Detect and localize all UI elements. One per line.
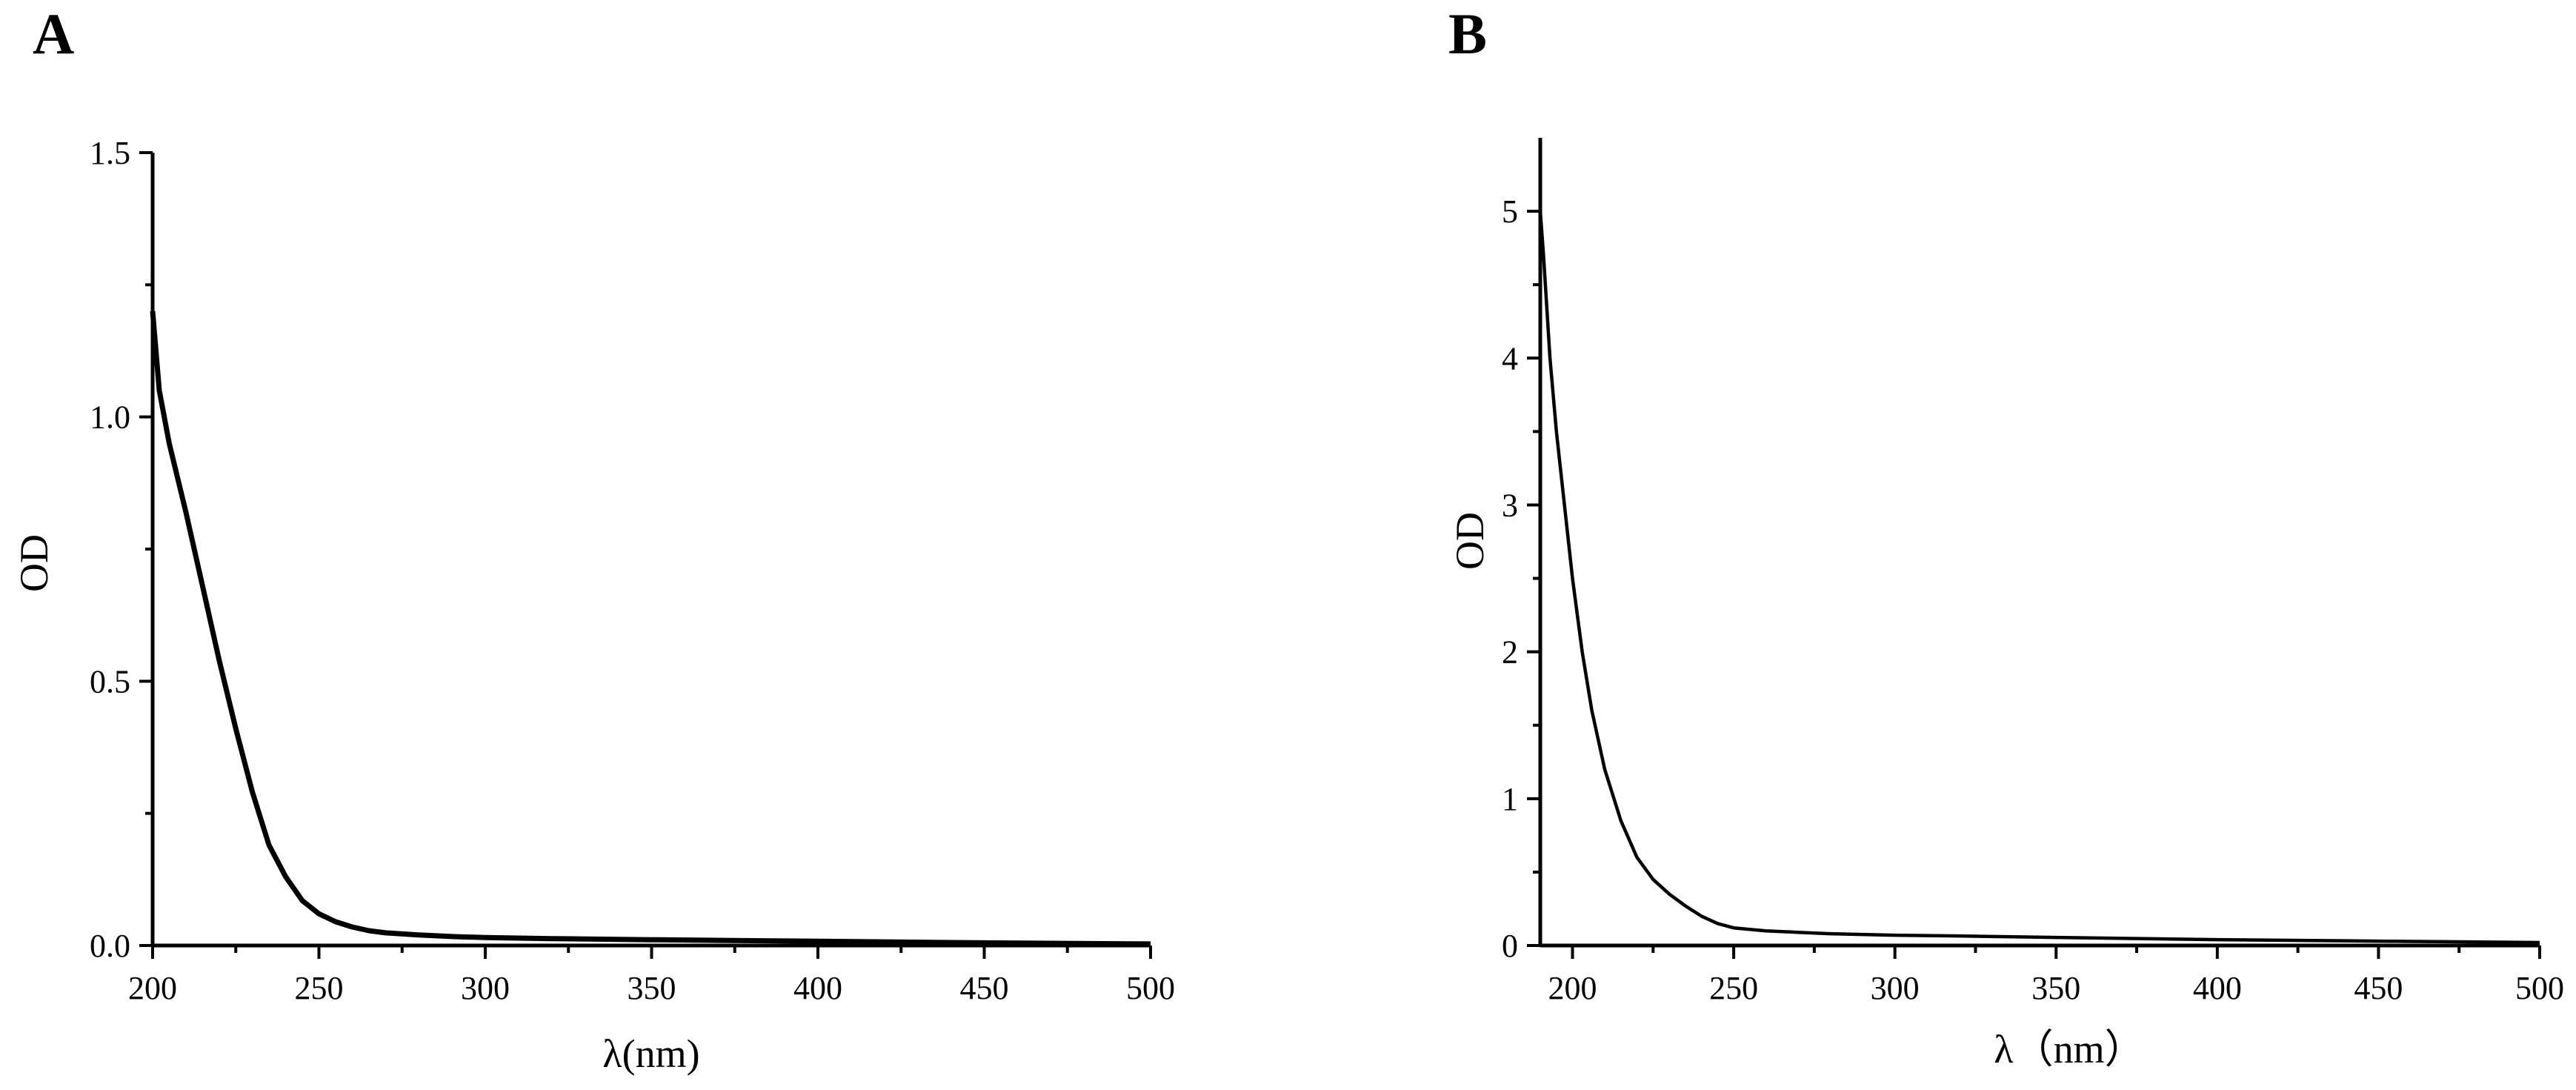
panel-a-x-tick-label: 250 xyxy=(295,970,344,1006)
panel-b-x-tick-label: 500 xyxy=(2515,970,2564,1006)
panel-b: B 200 250 300 350 400 450 500 0 1 2 3 4 5 OD λ（nm） xyxy=(1448,1,2564,1071)
panel-a-x-tick-label: 300 xyxy=(461,970,510,1006)
panel-a-x-tick-label: 450 xyxy=(960,970,1009,1006)
panel-a-label: A xyxy=(33,1,74,66)
panel-b-y-tick-label: 2 xyxy=(1502,634,1518,671)
panel-a: A 200 250 300 350 400 450 500 0.0 0.5 1.0 1.5 OD λ… xyxy=(12,1,1175,1076)
panel-a-x-tick-label: 350 xyxy=(628,970,676,1006)
panel-b-x-axis-title: λ（nm） xyxy=(1994,1027,2144,1071)
panel-a-y-tick-label: 1.5 xyxy=(90,135,130,171)
panel-b-series-line xyxy=(1538,210,2540,945)
panel-b-x-tick-label: 450 xyxy=(2354,970,2403,1006)
panel-a-x-tick-label: 500 xyxy=(1126,970,1175,1006)
panel-b-y-axis-title: OD xyxy=(1448,512,1492,570)
panel-b-x-tick-label: 300 xyxy=(1871,970,1920,1006)
panel-a-y-tick-label: 1.0 xyxy=(90,399,130,436)
panel-b-label: B xyxy=(1448,1,1487,66)
panel-b-x-tick-label: 400 xyxy=(2193,970,2242,1006)
panel-b-ticks: 200 250 300 350 400 450 500 0 1 2 3 4 5 xyxy=(1502,193,2564,1006)
panel-a-x-axis-title: λ(nm) xyxy=(602,1031,699,1076)
panel-a-ticks: 200 250 300 350 400 450 500 0.0 0.5 1.0 1.5 xyxy=(90,135,1175,1006)
panel-a-y-axis-title: OD xyxy=(12,534,56,592)
panel-a-x-tick-label: 200 xyxy=(128,970,177,1006)
panel-a-series-line xyxy=(150,310,1151,947)
panel-b-y-tick-label: 4 xyxy=(1502,340,1518,376)
panel-a-y-tick-label: 0.0 xyxy=(90,928,130,964)
panel-b-x-tick-label: 250 xyxy=(1709,970,1758,1006)
panel-b-y-tick-label: 0 xyxy=(1502,928,1518,964)
panel-a-x-tick-label: 400 xyxy=(793,970,842,1006)
panel-b-x-tick-label: 350 xyxy=(2031,970,2080,1006)
panel-b-y-tick-label: 3 xyxy=(1502,487,1518,523)
panel-a-y-tick-label: 0.5 xyxy=(90,663,130,699)
panel-b-y-tick-label: 1 xyxy=(1502,781,1518,817)
panel-b-x-tick-label: 200 xyxy=(1548,970,1597,1006)
panel-b-y-tick-label: 5 xyxy=(1502,193,1518,230)
